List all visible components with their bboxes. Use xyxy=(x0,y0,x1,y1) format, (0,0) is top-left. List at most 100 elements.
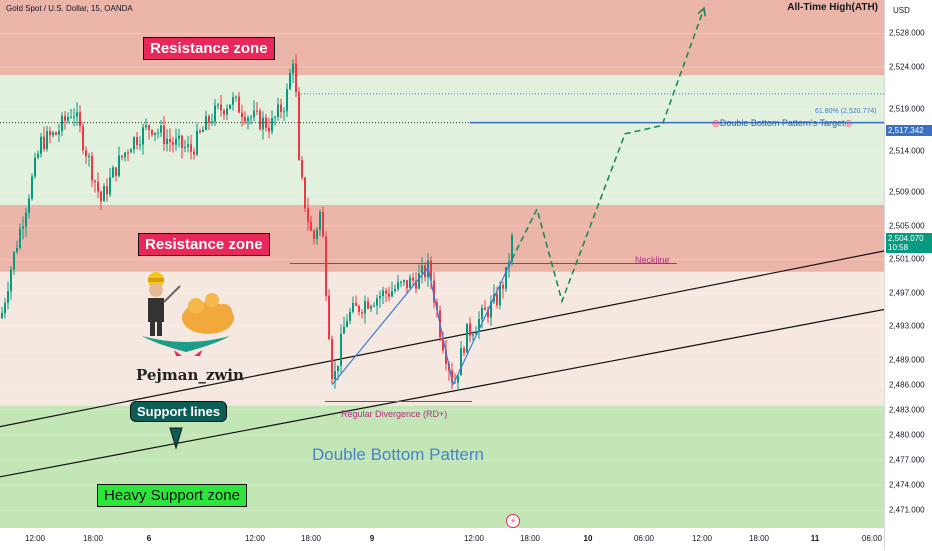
candle-body xyxy=(109,177,111,195)
resistance-zone-mid-label: Resistance zone xyxy=(138,233,270,256)
time-axis[interactable]: 12:00 18:00 6 12:00 18:00 9 12:00 18:00 10 06:00 1… xyxy=(0,514,884,551)
candle-body xyxy=(202,129,204,132)
candle-body xyxy=(322,211,324,237)
candle-body xyxy=(499,285,501,306)
candle-body xyxy=(124,152,126,158)
divergence-label: Regular Divergence (RD+) xyxy=(341,409,448,419)
countdown-value: 10:58 xyxy=(888,243,909,252)
last-price-value: 2,504.070 xyxy=(888,234,924,243)
x-tick-label: 12:00 xyxy=(691,534,713,543)
candle-body xyxy=(103,186,105,202)
candle-body xyxy=(262,117,264,130)
candle-body xyxy=(214,105,216,122)
chart-area[interactable]: Gold Spot / U.S. Dollar, 15, OANDA All-T… xyxy=(0,0,884,527)
candle-body xyxy=(88,155,90,157)
candle-body xyxy=(97,181,99,192)
candle-body xyxy=(142,127,144,145)
candle-body xyxy=(40,136,42,154)
candle-body xyxy=(328,295,330,339)
pattern-title: Double Bottom Pattern xyxy=(312,445,484,464)
candle-body xyxy=(193,151,195,155)
y-tick-label: 2,509.000 xyxy=(889,187,925,197)
y-tick-label: 2,524.000 xyxy=(889,62,925,72)
candle-body xyxy=(205,116,207,130)
pattern-line xyxy=(427,267,454,385)
candle-body xyxy=(76,112,78,117)
candle-body xyxy=(370,306,372,309)
candle-body xyxy=(55,132,57,135)
support-line xyxy=(0,308,884,478)
candle-body xyxy=(31,176,33,199)
candle-body xyxy=(310,221,312,231)
candle-body xyxy=(400,281,402,283)
candle-body xyxy=(313,230,315,240)
candle-body xyxy=(127,152,129,154)
candle-body xyxy=(343,326,345,334)
y-tick-label: 2,471.000 xyxy=(889,505,925,515)
candle-body xyxy=(220,104,222,111)
candle-body xyxy=(130,149,132,153)
y-tick-label: 2,477.000 xyxy=(889,455,925,465)
candle-body xyxy=(361,312,363,314)
candle-body xyxy=(10,269,12,292)
miner-icon xyxy=(142,272,234,356)
candle-body xyxy=(172,142,174,145)
candle-body xyxy=(367,301,369,309)
candle-body xyxy=(184,146,186,149)
candle-body xyxy=(112,167,114,178)
target-label: ◎Double Bottom Pattern's Target◎ xyxy=(712,118,853,128)
candle-body xyxy=(46,131,48,149)
candle-body xyxy=(211,121,213,123)
candle-body xyxy=(244,117,246,122)
resistance-zone-mid xyxy=(0,204,884,272)
target-price-tag: 2,517.342 xyxy=(886,125,932,136)
candle-body xyxy=(106,186,108,195)
candle-body xyxy=(409,277,411,289)
x-tick-label: 18:00 xyxy=(300,534,322,543)
candle-body xyxy=(376,298,378,306)
price-axis[interactable]: USD 2,528.000 2,524.000 2,519.000 2,514.000… xyxy=(884,0,932,550)
candle-body xyxy=(469,323,471,336)
candle-body xyxy=(133,137,135,150)
candle-body xyxy=(217,104,219,106)
candle-body xyxy=(457,375,459,383)
target-icon: ◎ xyxy=(712,118,720,128)
y-tick-label: 2,486.000 xyxy=(889,380,925,390)
y-tick-label: 2,480.000 xyxy=(889,430,925,440)
ath-label: All-Time High(ATH) xyxy=(787,2,878,13)
candle-body xyxy=(160,125,162,133)
candle-body xyxy=(454,382,456,384)
candle-body xyxy=(280,104,282,113)
candle-body xyxy=(451,370,453,383)
candle-body xyxy=(346,320,348,327)
candle-body xyxy=(1,313,3,318)
candle-body xyxy=(283,111,285,113)
candle-body xyxy=(100,191,102,202)
candle-body xyxy=(49,131,51,136)
candle-body xyxy=(190,144,192,152)
x-tick-label: 06:00 xyxy=(861,534,883,543)
y-tick-label: 2,519.000 xyxy=(889,104,925,114)
candle-body xyxy=(265,117,267,128)
x-tick-label: 18:00 xyxy=(748,534,770,543)
candle-body xyxy=(433,280,435,303)
candle-body xyxy=(232,97,234,105)
candle-body xyxy=(304,177,306,209)
candle-body xyxy=(421,265,423,274)
candle-body xyxy=(229,104,231,109)
candle-body xyxy=(316,229,318,240)
y-tick-label: 2,489.000 xyxy=(889,355,925,365)
candle-body xyxy=(70,116,72,118)
candle-body xyxy=(355,303,357,306)
candle-body xyxy=(430,260,432,281)
candle-body xyxy=(166,138,168,144)
projection-path xyxy=(511,8,705,304)
y-tick-label: 2,528.000 xyxy=(889,28,925,38)
x-tick-label: 6 xyxy=(146,534,152,543)
neckline-label: Neckline xyxy=(635,255,670,265)
x-tick-label: 18:00 xyxy=(519,534,541,543)
candle-body xyxy=(478,318,480,332)
candle-body xyxy=(298,91,300,160)
candle-body xyxy=(148,125,150,130)
candle-body xyxy=(331,338,333,380)
